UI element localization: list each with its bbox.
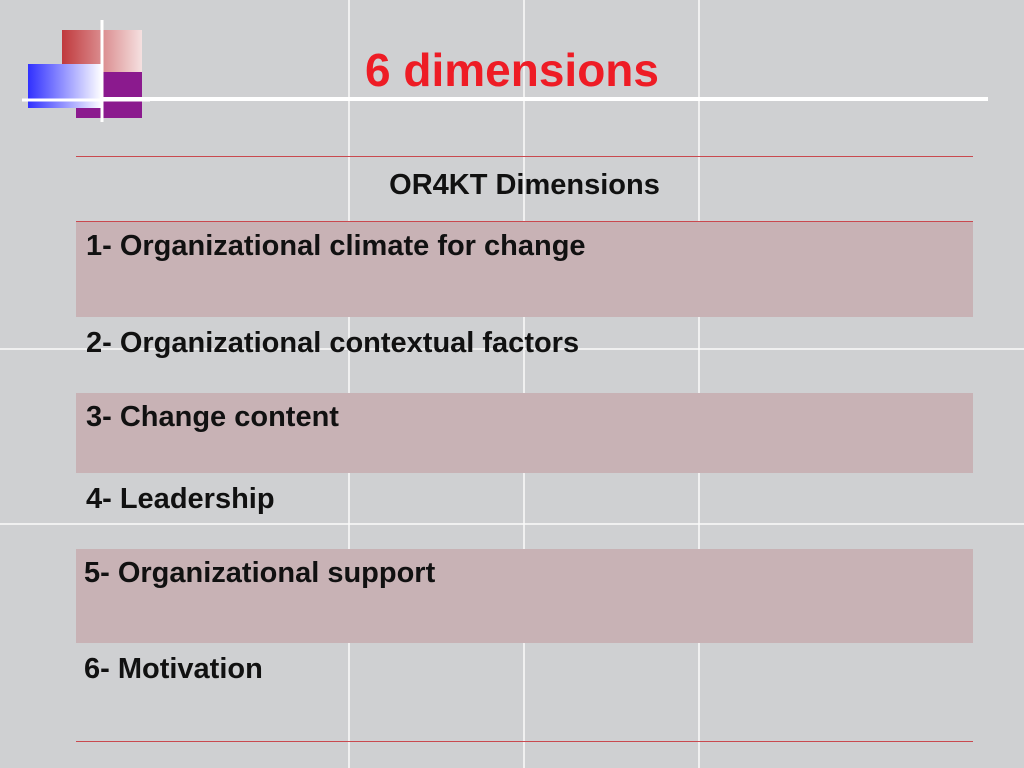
decorative-squares-logo	[22, 20, 150, 122]
title-underline	[100, 97, 988, 101]
table-row: 6- Motivation	[76, 643, 973, 741]
table-row: 4- Leadership	[76, 473, 973, 549]
table-row: 5- Organizational support	[76, 549, 973, 643]
dimensions-table: OR4KT Dimensions 1- Organizational clima…	[76, 156, 973, 742]
table-header: OR4KT Dimensions	[76, 157, 973, 222]
row-label: 4- Leadership	[86, 483, 275, 515]
table-row: 3- Change content	[76, 393, 973, 473]
row-label: 1- Organizational climate for change	[86, 230, 586, 262]
table-row: 1- Organizational climate for change	[76, 222, 973, 317]
slide-title: 6 dimensions	[365, 44, 659, 96]
row-label: 2- Organizational contextual factors	[86, 327, 580, 359]
table-row: 2- Organizational contextual factors	[76, 317, 973, 393]
table-header-label: OR4KT Dimensions	[389, 169, 660, 201]
row-label: 6- Motivation	[84, 653, 263, 685]
row-label: 3- Change content	[86, 401, 339, 433]
row-label: 5- Organizational support	[84, 557, 436, 589]
